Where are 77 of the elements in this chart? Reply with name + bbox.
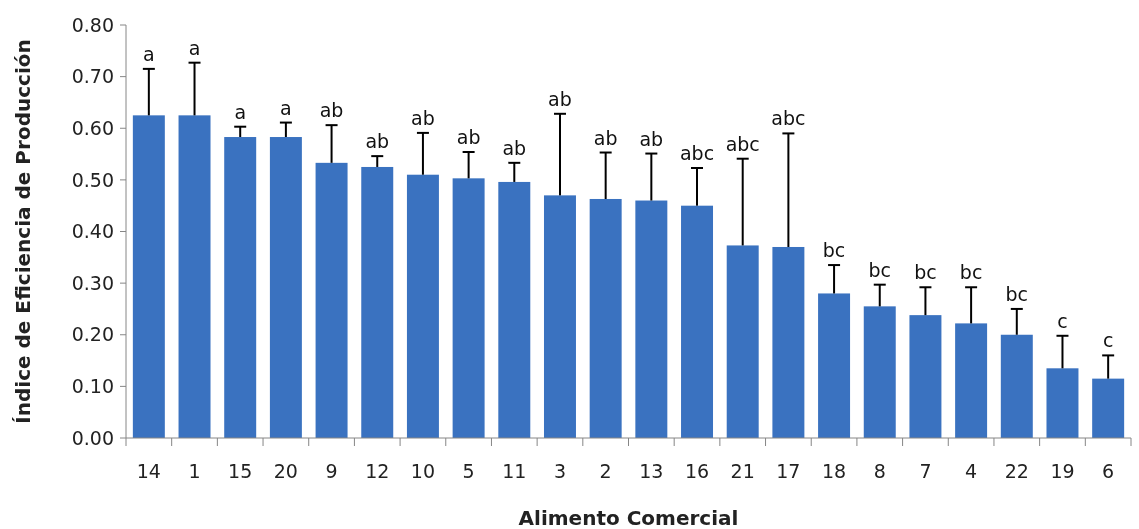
x-tick-label: 21	[730, 460, 755, 482]
annotation: bc	[959, 261, 983, 284]
x-axis-title: Alimento Comercial	[518, 506, 739, 529]
x-tick-label: 6	[1102, 460, 1115, 482]
annotation: ab	[411, 106, 435, 129]
bar	[452, 178, 485, 438]
y-tick-label: 0.20	[71, 323, 114, 346]
y-tick-label: 0.80	[71, 13, 114, 36]
bar	[406, 174, 439, 438]
annotation: ab	[593, 126, 618, 149]
annotation: a	[188, 36, 201, 59]
bar	[224, 137, 257, 438]
annotation: c	[1057, 309, 1068, 332]
annotation: bc	[822, 239, 846, 262]
annotation: ab	[548, 87, 572, 110]
y-tick-label: 0.50	[71, 168, 114, 191]
y-tick-label: 0.40	[71, 220, 114, 243]
bar	[818, 293, 851, 438]
x-tick-label: 16	[684, 460, 710, 482]
bar	[955, 323, 988, 438]
bar	[269, 137, 302, 438]
x-tick-label: 8	[873, 460, 886, 482]
y-tick-label: 0.60	[71, 116, 114, 139]
x-tick-label: 1	[188, 460, 201, 482]
bar	[132, 115, 165, 438]
y-tick-label: 0.70	[71, 65, 114, 88]
y-tick-label: 0.10	[71, 375, 114, 398]
annotation: ab	[502, 136, 527, 159]
bar	[1092, 378, 1125, 438]
annotation: abc	[679, 142, 715, 164]
bar	[681, 205, 714, 438]
x-tick-label: 2	[599, 460, 612, 482]
x-tick-label: 3	[553, 460, 567, 482]
bar	[772, 246, 805, 438]
bar	[909, 315, 942, 438]
x-tick-label: 13	[639, 460, 664, 482]
x-tick-label: 4	[965, 460, 978, 482]
annotation: a	[280, 96, 292, 119]
x-tick-label: 22	[1004, 460, 1029, 482]
x-tick-label: 19	[1050, 460, 1075, 482]
bar	[315, 162, 348, 438]
annotation: ab	[639, 127, 664, 150]
x-tick-label: 15	[228, 460, 253, 482]
bar	[726, 245, 759, 438]
y-axis-title: Índice de Eficiencia de Producción	[11, 39, 35, 424]
bar	[1000, 334, 1033, 438]
bar	[498, 181, 531, 438]
annotation: ab	[319, 99, 344, 122]
y-tick-label: 0.00	[71, 426, 114, 449]
annotation: abc	[771, 107, 806, 130]
annotation: ab	[365, 130, 390, 153]
annotation: bc	[1005, 282, 1029, 305]
bar	[361, 166, 394, 438]
x-tick-label: 5	[462, 460, 475, 482]
x-tick-label: 11	[502, 460, 527, 482]
x-tick-label: 9	[325, 460, 338, 482]
annotation: c	[1102, 329, 1114, 352]
bar	[589, 198, 622, 438]
x-tick-label: 20	[273, 460, 298, 482]
x-tick-label: 10	[410, 460, 436, 482]
bar	[543, 195, 576, 438]
x-tick-label: 12	[365, 460, 390, 482]
annotation: a	[234, 100, 247, 123]
x-tick-label: 17	[776, 460, 801, 482]
annotation: ab	[456, 126, 481, 148]
x-tick-label: 18	[821, 460, 847, 482]
bar	[863, 306, 896, 438]
annotation: abc	[725, 132, 760, 155]
annotation: bc	[868, 258, 892, 281]
bar	[178, 115, 211, 438]
bar	[635, 200, 668, 438]
bar	[1046, 368, 1079, 438]
y-tick-label: 0.30	[71, 271, 114, 294]
x-tick-label: 14	[136, 460, 161, 482]
x-tick-label: 7	[919, 460, 932, 482]
annotation: bc	[914, 261, 937, 284]
annotation: a	[143, 42, 155, 65]
